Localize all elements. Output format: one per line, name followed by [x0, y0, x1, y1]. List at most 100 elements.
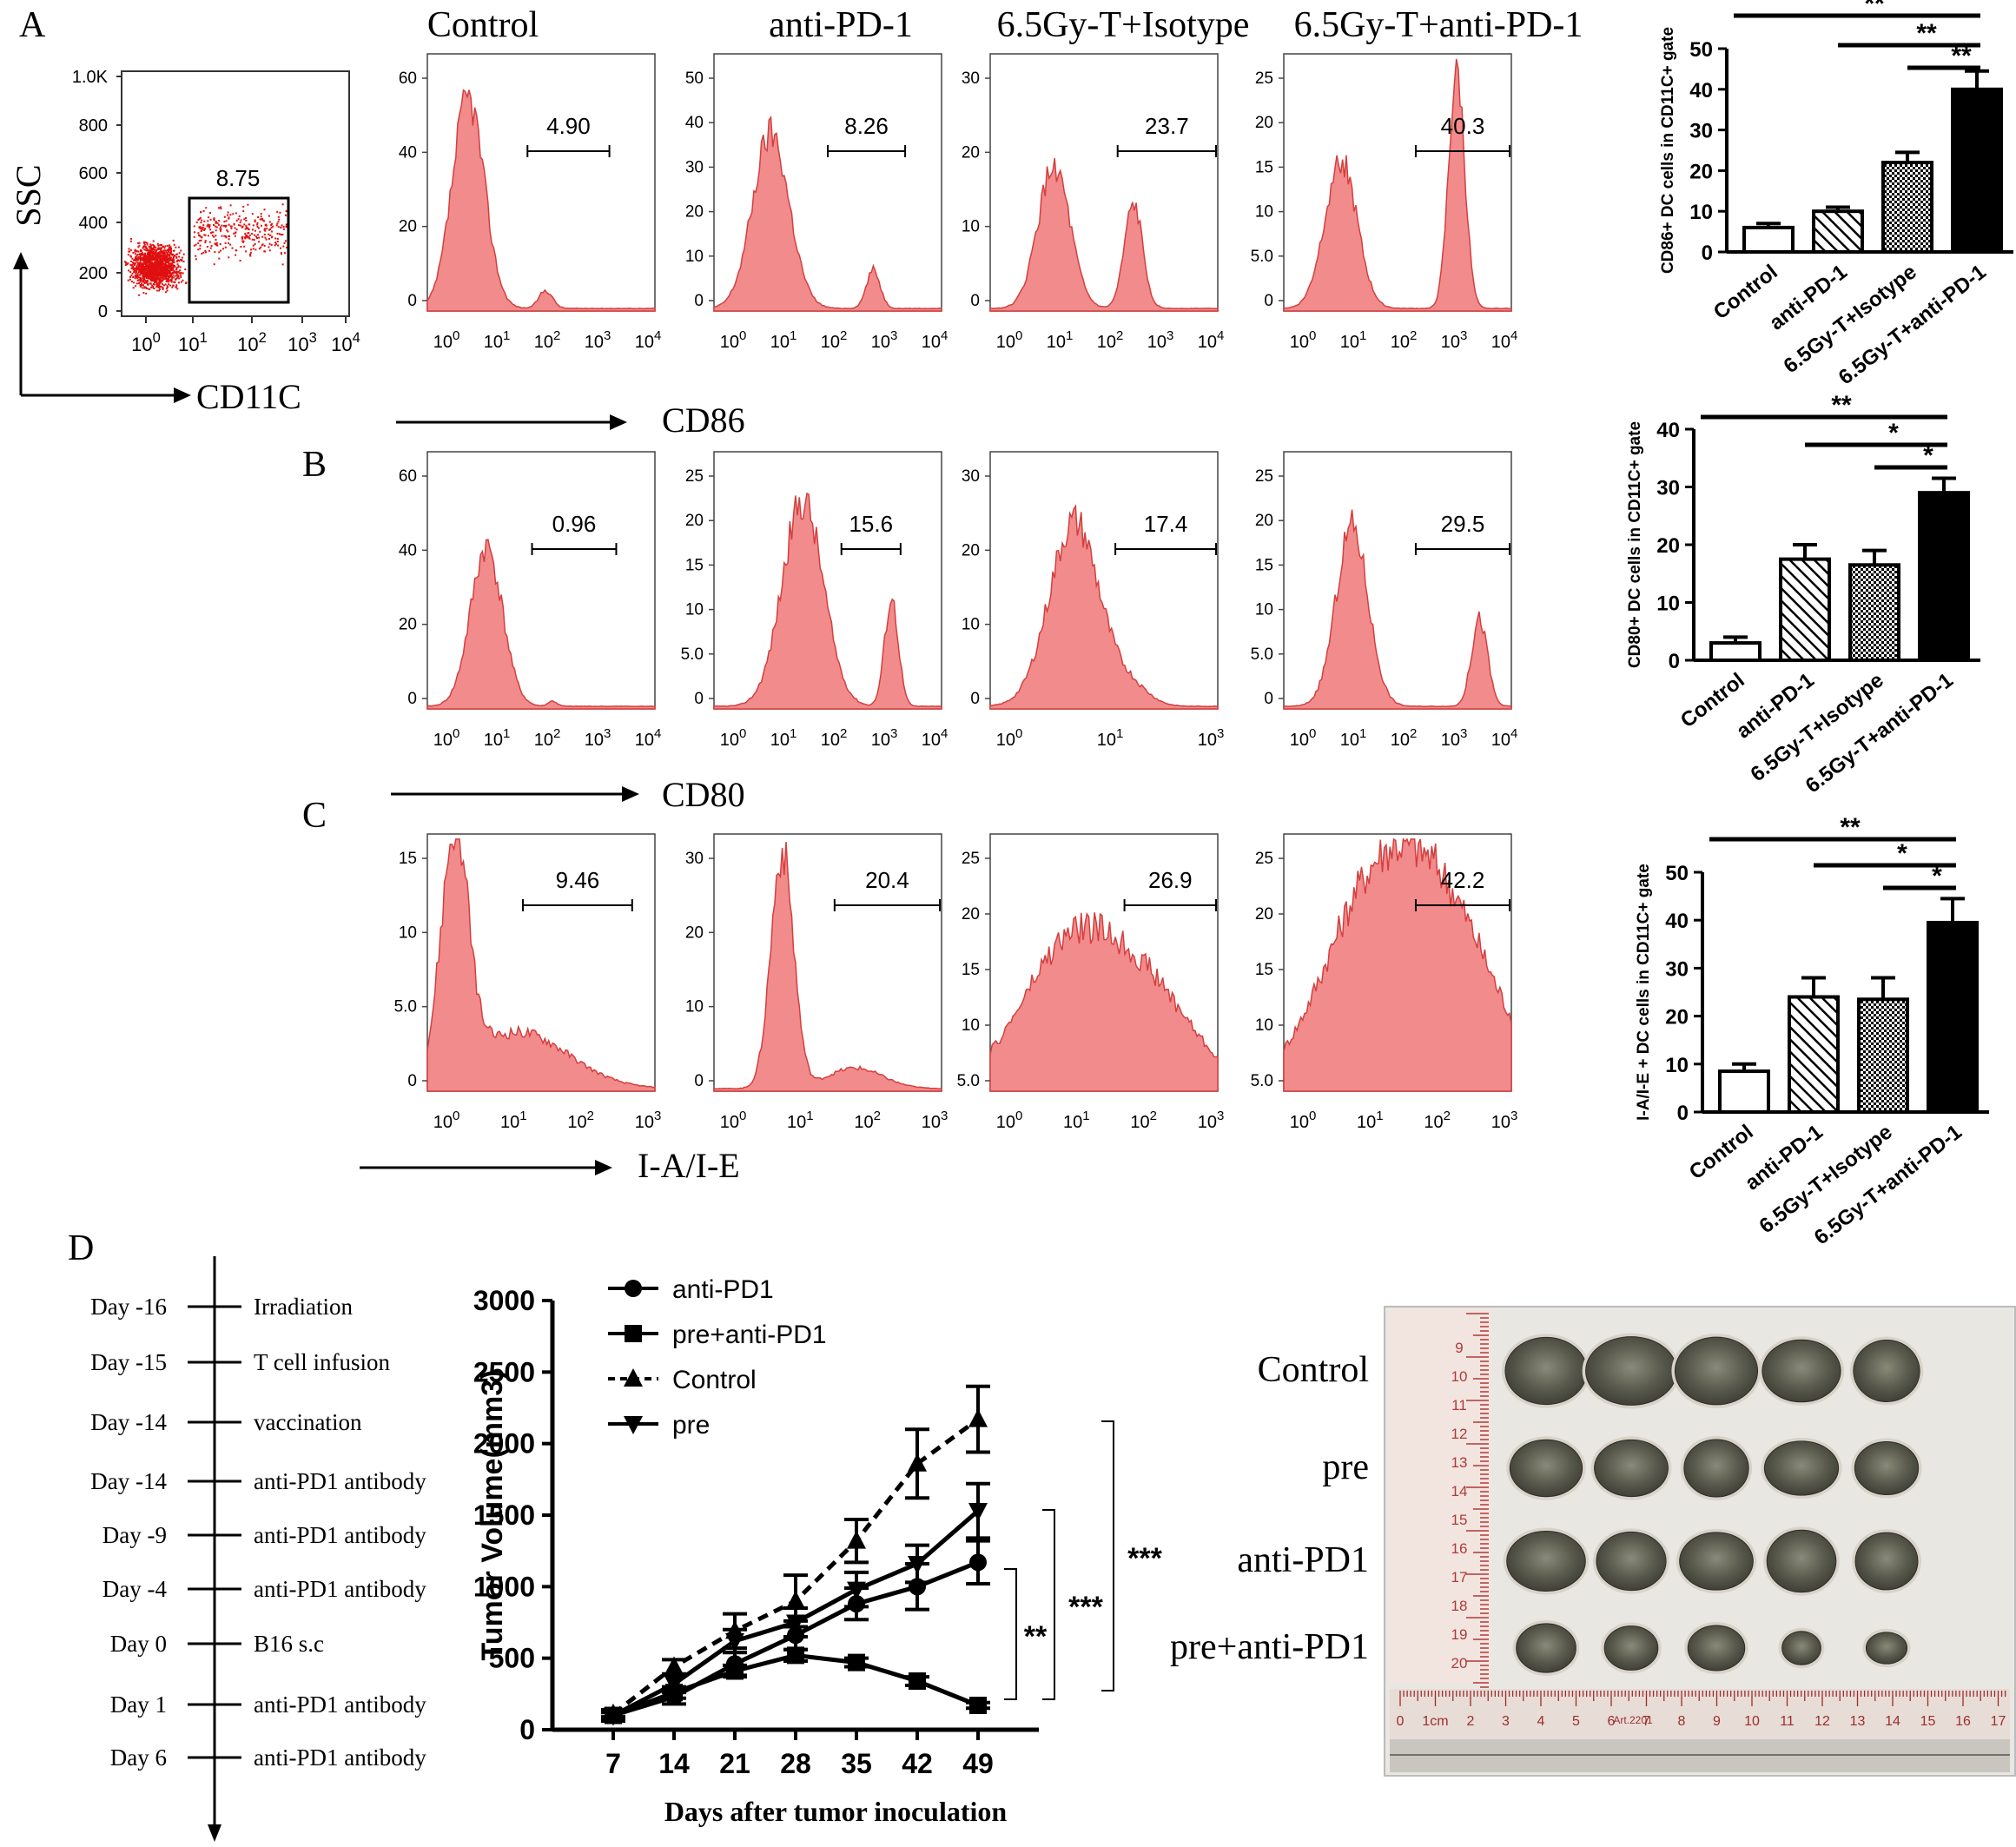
gating-dot: [153, 264, 155, 267]
gating-dot: [143, 281, 146, 284]
tumor: [1674, 1336, 1759, 1406]
legend-label: pre: [672, 1411, 710, 1440]
gating-dot: [242, 205, 245, 208]
gating-dot: [239, 260, 241, 261]
histogram-curve: [713, 842, 942, 1092]
gating-dot: [162, 267, 164, 269]
gating-dot: [149, 255, 152, 256]
line-series-pre: pre: [601, 1411, 990, 1726]
gating-y-tick-label: 400: [79, 214, 108, 233]
gating-dot: [178, 281, 180, 284]
gating-dot: [176, 263, 179, 266]
gating-dot: [239, 224, 241, 227]
gating-dot: [169, 244, 171, 247]
histogram-y-tick-label: 40: [399, 541, 417, 559]
gating-dot: [159, 270, 162, 273]
vertical-ruler-label: 15: [1451, 1512, 1468, 1528]
histogram-x-tick-label: 102: [854, 1109, 881, 1132]
gating-dot: [185, 282, 187, 285]
gating-dot: [204, 234, 207, 236]
gating-dot: [150, 279, 153, 281]
histogram-y-tick-label: 0: [694, 1072, 704, 1090]
gating-dot: [150, 256, 152, 259]
line-y-tick-label: 500: [489, 1643, 535, 1674]
gating-dot: [149, 288, 151, 291]
gating-dot: [251, 238, 254, 241]
gating-dot: [154, 283, 156, 286]
gating-dot: [157, 247, 160, 249]
gating-dot: [200, 239, 202, 242]
gating-dot: [170, 279, 172, 281]
gating-dot: [255, 235, 257, 238]
histogram-y-tick-label: 15: [1255, 158, 1273, 176]
gating-dot: [145, 248, 148, 251]
gating-dot: [218, 207, 220, 209]
gating-dot: [151, 253, 154, 255]
bar-y-tick-label: 40: [1656, 419, 1680, 442]
bar-y-tick-label: 20: [1656, 534, 1680, 558]
gating-dot: [140, 264, 142, 267]
gating-dot: [285, 210, 288, 213]
significance-label: **: [1840, 813, 1861, 842]
gating-dot: [238, 215, 241, 217]
histogram-y-tick-label: 25: [1255, 70, 1273, 88]
histogram-y-tick-label: 20: [399, 218, 417, 236]
gating-dot: [252, 244, 254, 247]
gating-dot: [240, 246, 242, 248]
tumor: [1766, 1529, 1837, 1593]
gating-dot: [142, 258, 145, 261]
gating-dot: [283, 242, 286, 244]
histogram-x-tick-label: 104: [922, 726, 949, 750]
timeline-arrowhead: [208, 1824, 221, 1842]
line-x-tick-label: 49: [962, 1748, 994, 1779]
gating-dot: [143, 248, 146, 251]
significance-label: *: [1888, 419, 1899, 447]
gating-dot: [182, 272, 184, 275]
gating-x-tick-label: 103: [288, 330, 317, 355]
gating-dot: [175, 277, 177, 280]
gating-dot: [177, 246, 180, 248]
histogram-y-tick-label: 20: [962, 541, 980, 559]
gating-dot: [160, 262, 162, 265]
bar: [1918, 491, 1970, 663]
bar-y-tick-label: 20: [1665, 1006, 1689, 1029]
gating-dot: [158, 283, 161, 286]
gating-dot: [263, 250, 266, 253]
gating-dot: [138, 271, 140, 274]
histogram-x-tick-label: 103: [585, 726, 611, 750]
gating-dot: [159, 244, 162, 247]
gating-dot: [277, 215, 280, 218]
gating-dot: [155, 280, 157, 282]
gating-dot: [142, 254, 145, 256]
gating-dot: [243, 223, 246, 226]
gating-dot: [200, 222, 202, 224]
gating-dot: [144, 254, 147, 256]
horizontal-ruler-label: 17: [1991, 1714, 2006, 1729]
line-y-tick-label: 3000: [473, 1285, 535, 1316]
gating-dot: [271, 222, 273, 225]
gating-dot: [151, 276, 154, 278]
gating-dot: [248, 237, 251, 240]
gating-dot: [149, 275, 151, 278]
gating-dot: [153, 288, 155, 290]
histogram-y-tick-label: 10: [685, 998, 704, 1016]
gating-dot: [264, 228, 266, 230]
gating-dot: [208, 249, 210, 252]
gating-dot: [140, 248, 142, 251]
histogram-x-tick-label: 101: [1063, 1109, 1090, 1132]
gating-dot: [125, 262, 128, 265]
gating-dot: [169, 271, 171, 274]
timeline-event: anti-PD1 antibody: [254, 1468, 426, 1494]
gating-dot: [256, 222, 259, 224]
gating-dot: [199, 235, 202, 237]
gating-dot: [169, 248, 172, 251]
gating-dot: [132, 268, 135, 270]
gating-dot: [155, 261, 157, 264]
tumor: [1763, 1440, 1840, 1496]
gating-dot: [258, 248, 261, 250]
gating-dot: [149, 248, 151, 250]
bar: [1927, 920, 1979, 1114]
gating-dot: [261, 224, 262, 227]
gating-dot: [228, 256, 230, 259]
